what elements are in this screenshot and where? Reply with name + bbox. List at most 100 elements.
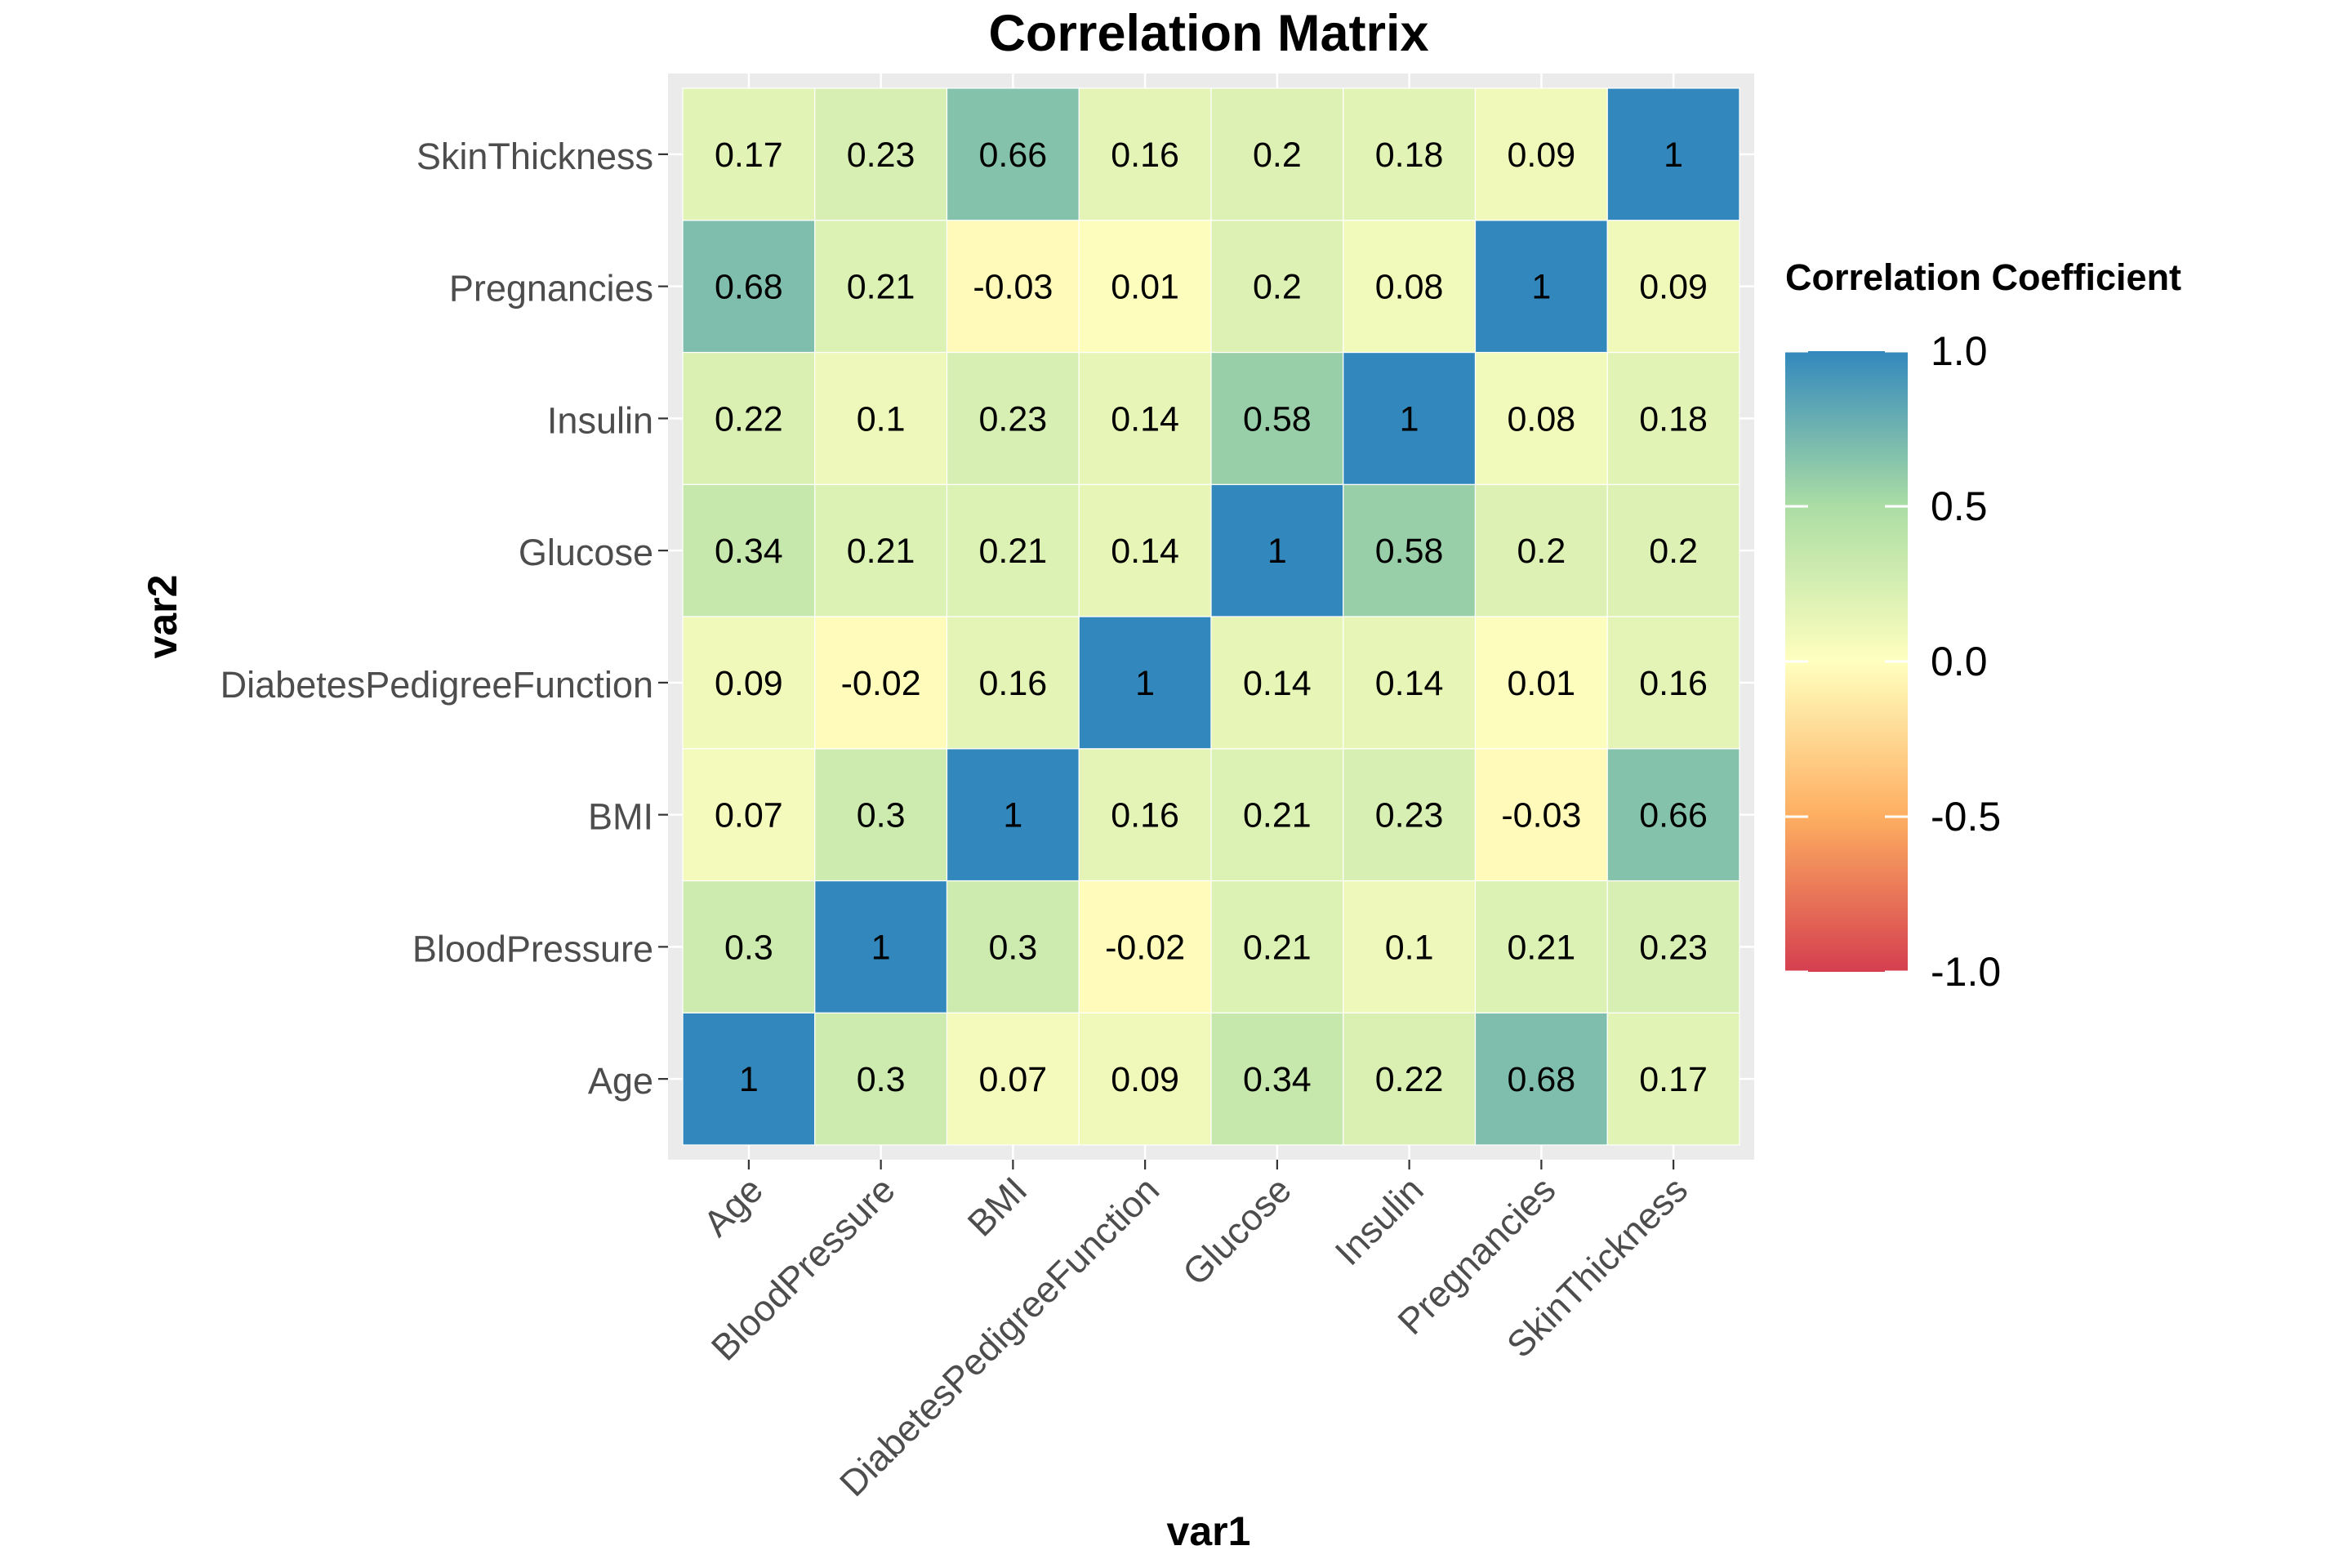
cell-value-label-glucose-age: 0.34 — [1243, 1060, 1312, 1099]
heatmap-cell-insulin-insulin — [1343, 351, 1477, 485]
y-tick-label-bmi: BMI — [588, 796, 653, 838]
cell-value-label-bmi-bmi: 1 — [1003, 796, 1022, 835]
cell-value-label-age-pregnancies: 0.68 — [715, 268, 783, 307]
cell-value-label-skinthickness-glucose: 0.2 — [1649, 532, 1698, 571]
heatmap-cell-skinthickness-glucose — [1606, 483, 1740, 617]
cell-value-label-diabetespedigreefunction-insulin: 0.14 — [1111, 399, 1179, 439]
y-tick-label-skinthickness: SkinThickness — [416, 136, 653, 177]
heatmap-cell-pregnancies-bmi — [1474, 748, 1608, 882]
heatmap-cell-bmi-bloodpressure — [946, 880, 1080, 1013]
cell-value-label-age-age: 1 — [739, 1060, 759, 1099]
cell-value-label-bloodpressure-age: 0.3 — [857, 1060, 906, 1099]
heatmap-cell-bloodpressure-pregnancies — [814, 220, 948, 354]
x-axis-title: var1 — [1167, 1508, 1251, 1554]
heatmap-cell-insulin-bmi — [1343, 748, 1477, 882]
legend-tick-label--1-0: -1.0 — [1931, 949, 2001, 995]
cell-value-label-bloodpressure-skinthickness: 0.23 — [847, 136, 915, 175]
y-tick-label-insulin: Insulin — [547, 399, 653, 441]
cell-value-label-glucose-bloodpressure: 0.21 — [1243, 928, 1312, 967]
heatmap-cell-insulin-age — [1343, 1012, 1477, 1146]
heatmap-cell-age-bloodpressure — [682, 880, 816, 1013]
legend-tick-label--0-5: -0.5 — [1931, 794, 2001, 840]
heatmap-cell-age-skinthickness — [682, 87, 816, 221]
cell-value-label-glucose-glucose: 1 — [1267, 532, 1287, 571]
cell-value-label-pregnancies-bmi: -0.03 — [1501, 796, 1581, 835]
heatmap-cell-skinthickness-skinthickness — [1606, 87, 1740, 221]
legend-tick-label-0-0: 0.0 — [1931, 639, 1988, 684]
cell-value-label-pregnancies-diabetespedigreefunction: 0.01 — [1508, 664, 1576, 703]
y-axis-title: var2 — [140, 575, 185, 659]
cell-value-label-insulin-pregnancies: 0.08 — [1375, 268, 1444, 307]
heatmap-cell-bloodpressure-insulin — [814, 351, 948, 485]
y-tick-label-age: Age — [588, 1060, 653, 1102]
cell-value-label-insulin-bloodpressure: 0.1 — [1385, 928, 1434, 967]
legend-tick-label-1-0: 1.0 — [1931, 328, 1988, 374]
heatmap-cell-age-diabetespedigreefunction — [682, 616, 816, 750]
cell-value-label-insulin-insulin: 1 — [1400, 399, 1419, 439]
cell-value-label-skinthickness-diabetespedigreefunction: 0.16 — [1639, 664, 1708, 703]
cell-value-label-insulin-glucose: 0.58 — [1375, 532, 1444, 571]
heatmap-cell-glucose-age — [1210, 1012, 1344, 1146]
heatmap-cell-skinthickness-diabetespedigreefunction — [1606, 616, 1740, 750]
legend-tick-label-0-5: 0.5 — [1931, 483, 1988, 529]
y-axis-ticks: Age BloodPressure BMI DiabetesPedigreeFunct… — [220, 136, 668, 1102]
chart-title: Correlation Matrix — [988, 5, 1428, 62]
cell-value-label-glucose-skinthickness: 0.2 — [1253, 136, 1302, 175]
cell-value-label-skinthickness-bloodpressure: 0.23 — [1639, 928, 1708, 967]
cell-value-label-bmi-diabetespedigreefunction: 0.16 — [979, 664, 1048, 703]
heatmap-cell-diabetespedigreefunction-pregnancies — [1078, 220, 1212, 354]
cell-value-label-glucose-insulin: 0.58 — [1243, 399, 1312, 439]
heatmap-cell-bmi-skinthickness — [946, 87, 1080, 221]
heatmap-cell-bloodpressure-glucose — [814, 483, 948, 617]
heatmap-cell-skinthickness-age — [1606, 1012, 1740, 1146]
heatmap-cell-diabetespedigreefunction-glucose — [1078, 483, 1212, 617]
cell-value-label-insulin-diabetespedigreefunction: 0.14 — [1375, 664, 1444, 703]
cell-value-label-age-skinthickness: 0.17 — [715, 136, 783, 175]
cell-value-label-bloodpressure-pregnancies: 0.21 — [847, 268, 915, 307]
cell-value-label-bmi-bloodpressure: 0.3 — [988, 928, 1037, 967]
heatmap-cell-glucose-skinthickness — [1210, 87, 1344, 221]
legend-title: Correlation Coefficient — [1785, 256, 2181, 298]
heatmap-cell-bloodpressure-bloodpressure — [814, 880, 948, 1013]
cell-value-label-diabetespedigreefunction-bloodpressure: -0.02 — [1105, 928, 1185, 967]
cell-value-label-age-bloodpressure: 0.3 — [724, 928, 773, 967]
cell-value-label-diabetespedigreefunction-age: 0.09 — [1111, 1060, 1179, 1099]
legend-ticks: 1.0 0.5 0.0 -0.5 -1.0 — [1785, 328, 2001, 995]
heatmap-cell-age-pregnancies — [682, 220, 816, 354]
heatmap-cell-diabetespedigreefunction-diabetespedigreefunction — [1078, 616, 1212, 750]
cell-value-label-pregnancies-insulin: 0.08 — [1508, 399, 1576, 439]
cell-value-label-bmi-insulin: 0.23 — [979, 399, 1048, 439]
heatmap-cell-bmi-pregnancies — [946, 220, 1080, 354]
heatmap-cell-glucose-glucose — [1210, 483, 1344, 617]
y-tick-label-bloodpressure: BloodPressure — [412, 928, 653, 969]
heatmap-cell-pregnancies-diabetespedigreefunction — [1474, 616, 1608, 750]
cell-value-label-skinthickness-age: 0.17 — [1639, 1060, 1708, 1099]
heatmap-cell-insulin-bloodpressure — [1343, 880, 1477, 1013]
color-legend: Correlation Coefficient 1.0 0.5 0.0 -0.5 -1.… — [1785, 256, 2181, 995]
heatmap-cell-insulin-pregnancies — [1343, 220, 1477, 354]
heatmap-cell-bloodpressure-diabetespedigreefunction — [814, 616, 948, 750]
cell-value-label-bmi-pregnancies: -0.03 — [973, 268, 1053, 307]
heatmap-cell-skinthickness-bmi — [1606, 748, 1740, 882]
heatmap-cell-pregnancies-pregnancies — [1474, 220, 1608, 354]
heatmap-cell-skinthickness-bloodpressure — [1606, 880, 1740, 1013]
heatmap-cell-age-bmi — [682, 748, 816, 882]
cell-value-label-glucose-diabetespedigreefunction: 0.14 — [1243, 664, 1312, 703]
cell-value-label-skinthickness-bmi: 0.66 — [1639, 796, 1708, 835]
cell-value-label-diabetespedigreefunction-pregnancies: 0.01 — [1111, 268, 1179, 307]
cell-value-label-glucose-pregnancies: 0.2 — [1253, 268, 1302, 307]
cell-value-label-skinthickness-insulin: 0.18 — [1639, 399, 1708, 439]
heatmap-cell-diabetespedigreefunction-bmi — [1078, 748, 1212, 882]
heatmap-cell-insulin-skinthickness — [1343, 87, 1477, 221]
cell-value-label-diabetespedigreefunction-bmi: 0.16 — [1111, 796, 1179, 835]
cell-value-label-pregnancies-age: 0.68 — [1508, 1060, 1576, 1099]
heatmap-cell-bloodpressure-bmi — [814, 748, 948, 882]
heatmap-cell-pregnancies-skinthickness — [1474, 87, 1608, 221]
cell-value-label-diabetespedigreefunction-glucose: 0.14 — [1111, 532, 1179, 571]
cell-value-label-diabetespedigreefunction-diabetespedigreefunction: 1 — [1135, 664, 1155, 703]
cell-value-label-insulin-age: 0.22 — [1375, 1060, 1444, 1099]
cell-value-label-pregnancies-skinthickness: 0.09 — [1508, 136, 1576, 175]
cell-value-label-bloodpressure-insulin: 0.1 — [857, 399, 906, 439]
heatmap-cell-bloodpressure-age — [814, 1012, 948, 1146]
